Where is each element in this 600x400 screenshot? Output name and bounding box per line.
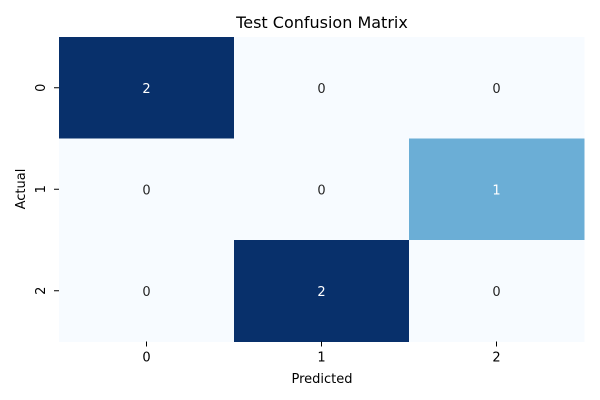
- heatmap-cell: [234, 138, 410, 241]
- heatmap-cell: [59, 138, 235, 241]
- heatmap-cells: 2 0 0 0 0 1 0 2 0: [59, 37, 585, 342]
- y-tick-label: 2: [34, 287, 49, 295]
- heatmap-cell: [409, 240, 585, 342]
- y-tick-label: 0: [34, 84, 49, 92]
- cell-value-label: 0: [492, 285, 500, 300]
- y-axis-ticks: 0 1 2: [34, 84, 59, 295]
- cell-value-label: 0: [317, 183, 325, 198]
- heatmap-cell: [234, 37, 410, 139]
- heatmap-cell: [59, 37, 235, 139]
- cell-value-label: 0: [317, 82, 325, 97]
- heatmap-cell: [409, 138, 585, 241]
- cell-value-label: 0: [492, 82, 500, 97]
- cell-value-label: 0: [142, 183, 150, 198]
- heatmap-cell: [59, 240, 235, 342]
- x-tick-label: 1: [317, 351, 325, 366]
- cell-value-label: 0: [142, 285, 150, 300]
- x-tick-label: 0: [142, 351, 150, 366]
- cell-value-label: 2: [142, 82, 150, 97]
- cell-value-label: 1: [492, 183, 500, 198]
- heatmap-cell: [409, 37, 585, 139]
- heatmap-cell: [234, 240, 410, 342]
- x-axis-ticks: 0 1 2: [142, 341, 501, 366]
- chart-title: Test Confusion Matrix: [235, 13, 408, 32]
- y-tick-label: 1: [34, 185, 49, 193]
- x-tick-label: 2: [492, 351, 500, 366]
- y-axis-label: Actual: [14, 169, 29, 210]
- cell-value-label: 2: [317, 285, 325, 300]
- x-axis-label: Predicted: [291, 372, 352, 387]
